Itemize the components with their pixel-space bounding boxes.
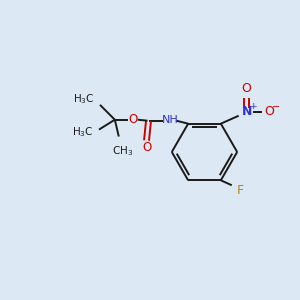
Text: +: + — [249, 102, 256, 111]
Text: −: − — [272, 102, 281, 112]
Text: NH: NH — [162, 115, 179, 125]
Text: CH$_3$: CH$_3$ — [112, 145, 134, 158]
Text: N: N — [242, 105, 252, 118]
Text: O: O — [264, 105, 274, 118]
Text: O: O — [128, 113, 137, 126]
Text: F: F — [237, 184, 244, 197]
Text: O: O — [142, 141, 151, 154]
Text: H$_3$C: H$_3$C — [72, 126, 94, 140]
Text: H$_3$C: H$_3$C — [74, 92, 95, 106]
Text: O: O — [242, 82, 251, 94]
